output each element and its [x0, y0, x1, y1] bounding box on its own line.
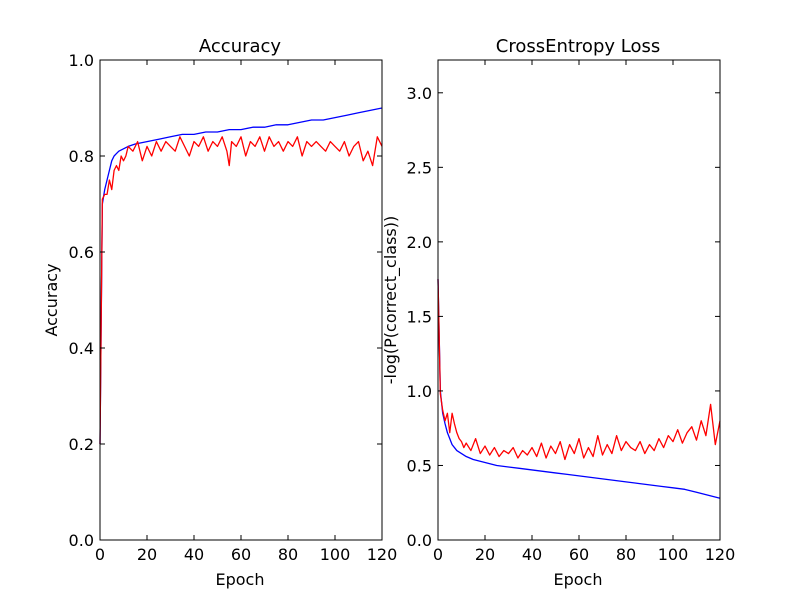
series-line-0 [437, 279, 721, 499]
plot-area: 0 20 40 60 80 100 120 0.0 0.2 0.4 0.6 0.8 1.0 [69, 51, 398, 564]
x-tick-label: 20 [137, 545, 157, 564]
y-tick-label: 3.0 [407, 84, 432, 103]
y-tick-label: 1.0 [407, 382, 432, 401]
y-tick-label: 2.0 [407, 233, 432, 252]
y-axis-label: Accuracy [42, 263, 61, 336]
x-tick-label: 80 [278, 545, 298, 564]
x-tick-label: 0 [95, 545, 105, 564]
y-axis-label: -log(P(correct_class)) [381, 216, 401, 385]
y-tick-label: 0.5 [407, 456, 432, 475]
x-axis-label: Epoch [554, 570, 603, 589]
subplot-loss: CrossEntropy Loss Epoch -log(P(correct_c… [381, 36, 735, 589]
series-line-0 [99, 107, 383, 445]
x-tick-label: 60 [569, 545, 589, 564]
plot-area: 0 20 40 60 80 100 120 0.0 0.5 1.0 1.5 2.0 2.5 3.0 [407, 59, 736, 564]
y-tick-label: 2.5 [407, 158, 432, 177]
x-axis-label: Epoch [216, 570, 265, 589]
axes-frame [437, 59, 721, 541]
y-tick-label: 1.5 [407, 307, 432, 326]
x-tick-label: 60 [231, 545, 251, 564]
x-tick-label: 120 [705, 545, 736, 564]
x-tick-label: 40 [522, 545, 542, 564]
x-tick-label: 20 [475, 545, 495, 564]
subplot-accuracy: Accuracy Epoch Accuracy 0 20 40 60 80 100 1200… [42, 36, 397, 589]
series-line-1 [437, 279, 721, 461]
y-tick-label: 0.2 [69, 435, 94, 454]
series-line-1 [99, 136, 383, 445]
y-tick-label: 0.6 [69, 243, 94, 262]
y-tick-label: 0.8 [69, 147, 94, 166]
chart-title: Accuracy [199, 36, 282, 57]
x-tick-label: 0 [433, 545, 443, 564]
x-tick-label: 100 [658, 545, 689, 564]
x-tick-label: 80 [616, 545, 636, 564]
x-tick-label: 120 [367, 545, 398, 564]
y-tick-label: 1.0 [69, 51, 94, 70]
x-tick-label: 100 [320, 545, 351, 564]
y-tick-label: 0.0 [407, 531, 432, 550]
y-tick-label: 0.4 [69, 339, 94, 358]
axes-frame [99, 59, 383, 541]
y-tick-label: 0.0 [69, 531, 94, 550]
x-tick-label: 40 [184, 545, 204, 564]
chart-title: CrossEntropy Loss [496, 36, 660, 57]
